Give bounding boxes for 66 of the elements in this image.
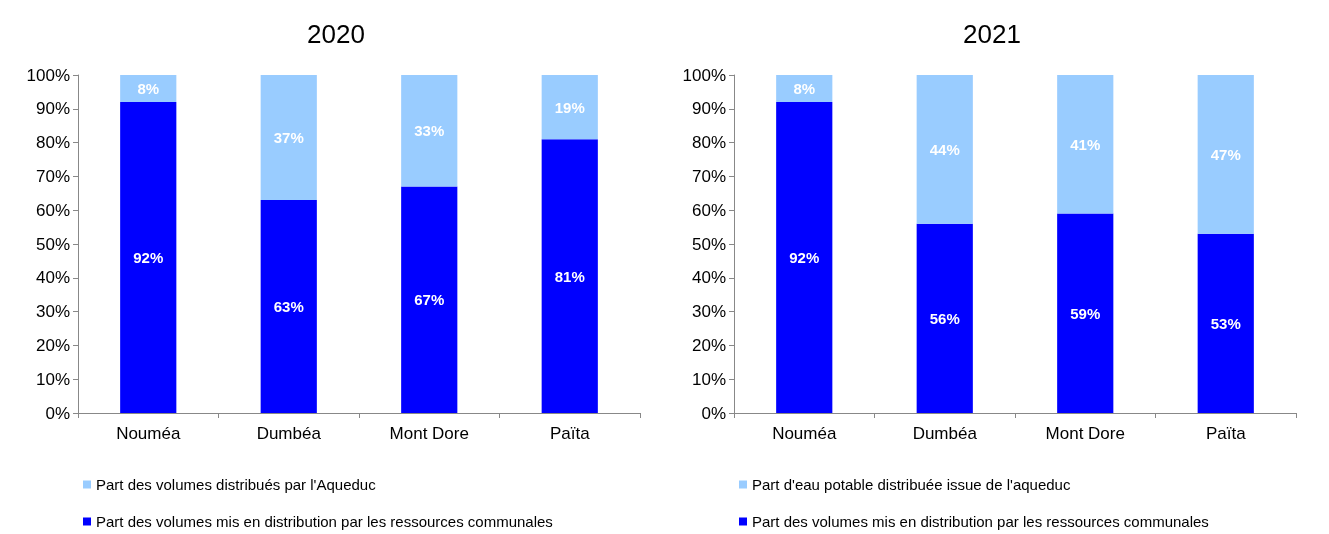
y-tick-label: 100%	[26, 65, 70, 85]
chart-title: 2020	[307, 19, 365, 49]
data-label: 44%	[929, 140, 960, 158]
x-tick-label: Nouméa	[116, 424, 181, 443]
data-label: 37%	[273, 129, 304, 147]
y-tick-label: 80%	[35, 133, 70, 153]
bar	[1197, 233, 1254, 413]
bar	[541, 75, 598, 140]
y-tick-label: 70%	[691, 166, 726, 186]
y-tick-label: 0%	[45, 403, 70, 423]
bar	[260, 75, 317, 201]
data-label: 8%	[793, 80, 816, 98]
data-label: 59%	[1070, 304, 1101, 322]
data-label: 63%	[273, 298, 304, 316]
data-label: 8%	[137, 80, 160, 98]
y-tick-label: 30%	[35, 302, 70, 322]
y-tick-label: 20%	[35, 335, 70, 355]
bar	[260, 200, 317, 413]
data-label: 67%	[414, 291, 445, 309]
data-label: 53%	[1210, 314, 1241, 332]
bar	[1057, 75, 1114, 214]
x-tick-label: Mont Dore	[1045, 424, 1125, 443]
y-tick-label: 80%	[691, 133, 726, 153]
bar	[1057, 213, 1114, 413]
legend-label: Part des volumes distribués par l'Aqueduc	[96, 476, 377, 493]
bar	[1197, 75, 1254, 234]
legend-label: Part d'eau potable distribuée issue de l'aqueduc	[752, 476, 1071, 493]
y-tick-label: 10%	[691, 369, 726, 389]
y-tick-label: 10%	[35, 369, 70, 389]
data-label: 33%	[414, 122, 445, 140]
x-tick-label: Mont Dore	[389, 424, 469, 443]
bar	[401, 186, 458, 413]
y-tick-label: 90%	[35, 99, 70, 119]
y-tick-label: 20%	[691, 335, 726, 355]
x-tick-label: Païta	[549, 424, 591, 443]
x-tick-label: Païta	[1205, 424, 1247, 443]
y-tick-label: 90%	[691, 99, 726, 119]
bar	[776, 102, 833, 413]
x-tick-label: Dumbéa	[912, 424, 978, 443]
legend-label: Part des volumes mis en distribution par les ressources communales	[96, 513, 553, 530]
y-tick-label: 0%	[701, 403, 726, 423]
y-tick-label: 100%	[682, 65, 726, 85]
y-tick-label: 50%	[35, 234, 70, 254]
y-tick-label: 50%	[691, 234, 726, 254]
y-tick-label: 40%	[35, 268, 70, 288]
chart-title: 2021	[963, 19, 1021, 49]
data-label: 92%	[789, 249, 820, 267]
data-label: 92%	[133, 249, 164, 267]
y-tick-label: 60%	[691, 200, 726, 220]
y-tick-label: 70%	[35, 166, 70, 186]
legend-label: Part des volumes mis en distribution par les ressources communales	[752, 513, 1209, 530]
data-label: 19%	[554, 98, 585, 116]
data-label: 81%	[554, 267, 585, 285]
x-tick-label: Nouméa	[772, 424, 837, 443]
bar	[401, 75, 458, 187]
bar	[916, 223, 973, 413]
data-label: 56%	[929, 309, 960, 327]
y-tick-label: 60%	[35, 200, 70, 220]
y-tick-label: 30%	[691, 302, 726, 322]
data-label: 47%	[1210, 145, 1241, 163]
bar	[541, 139, 598, 413]
data-label: 41%	[1070, 135, 1101, 153]
x-tick-label: Dumbéa	[256, 424, 322, 443]
bar	[120, 102, 177, 413]
bar	[916, 75, 973, 224]
y-tick-label: 40%	[691, 268, 726, 288]
